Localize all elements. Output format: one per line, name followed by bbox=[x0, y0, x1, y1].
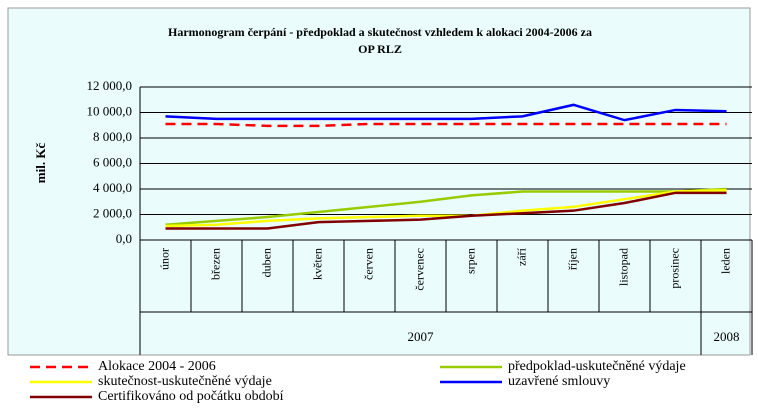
series-line bbox=[165, 122, 727, 128]
x-tick-label: duben bbox=[259, 248, 273, 277]
y-tick-label: 10 000,0 bbox=[87, 103, 133, 118]
x-tick-label: leden bbox=[718, 248, 732, 274]
series-line bbox=[165, 103, 727, 122]
x-tick-label: červenec bbox=[412, 248, 426, 291]
y-tick-label: 6 000,0 bbox=[93, 154, 132, 169]
x-tick-label: březen bbox=[208, 248, 222, 280]
legend-label: uzavřené smlouvy bbox=[508, 374, 610, 389]
legend-label: Certifikováno od počátku období bbox=[98, 389, 284, 404]
year-label: 2007 bbox=[408, 329, 435, 344]
y-tick-label: 8 000,0 bbox=[93, 129, 132, 144]
x-tick-label: červen bbox=[361, 248, 375, 280]
legend-label: skutečnost-uskutečněné výdaje bbox=[98, 374, 272, 389]
x-tick-label: prosinec bbox=[667, 248, 681, 289]
x-tick-label: květen bbox=[310, 248, 324, 280]
legend-label: předpoklad-uskutečněné výdaje bbox=[508, 359, 686, 374]
legend-label: Alokace 2004 - 2006 bbox=[98, 359, 216, 374]
y-axis-label: mil. Kč bbox=[33, 143, 48, 184]
y-tick-label: 2 000,0 bbox=[93, 205, 132, 220]
series-line bbox=[165, 189, 727, 228]
x-tick-label: listopad bbox=[616, 248, 630, 286]
x-tick-label: srpen bbox=[463, 248, 477, 274]
chart-frame bbox=[7, 7, 751, 356]
y-tick-label: 12 000,0 bbox=[87, 78, 133, 93]
x-tick-label: září bbox=[514, 247, 528, 266]
series-line bbox=[165, 187, 727, 226]
x-tick-label: únor bbox=[157, 248, 171, 270]
year-label: 2008 bbox=[714, 329, 740, 344]
y-tick-label: 4 000,0 bbox=[93, 180, 132, 195]
chart-title: Harmonogram čerpání - předpoklad a skute… bbox=[168, 25, 592, 39]
series-line bbox=[165, 191, 727, 230]
y-tick-label: 0,0 bbox=[116, 231, 132, 246]
x-tick-label: říjen bbox=[565, 248, 579, 270]
chart-subtitle: OP RLZ bbox=[358, 42, 402, 56]
